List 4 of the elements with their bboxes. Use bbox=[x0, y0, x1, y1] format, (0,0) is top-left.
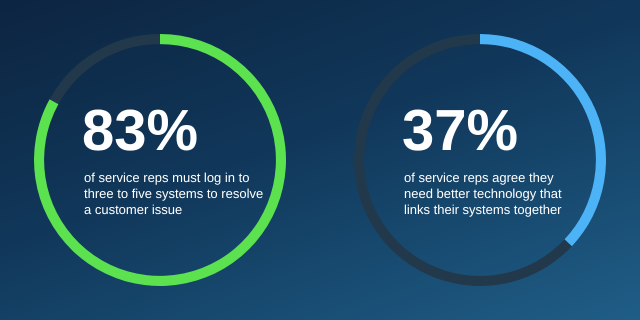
text: of service reps must log in to three to five systems to resolve a customer issue bbox=[84, 170, 264, 218]
text: of service reps agree they need better technology that links their systems together bbox=[404, 170, 563, 218]
text: 83% bbox=[82, 98, 198, 163]
text: 37% bbox=[402, 98, 518, 163]
